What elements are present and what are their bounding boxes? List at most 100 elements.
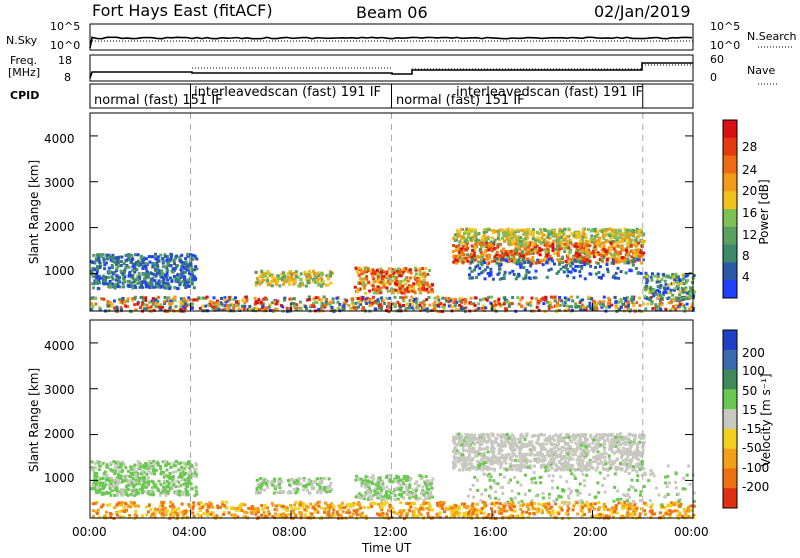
velocity-cell-ground (511, 515, 514, 518)
velocity-cell-evening (131, 472, 134, 475)
power-cell-evening (117, 256, 120, 259)
velocity-cell-evening (93, 472, 96, 475)
power-cell-ground (304, 305, 307, 308)
power-cell-ground (118, 298, 121, 301)
power-cell-afternoon (546, 229, 549, 232)
power-cell-ground (256, 301, 259, 304)
velocity-cell-evening (192, 474, 195, 477)
velocity-cell-ground (439, 512, 442, 515)
power-cell-noon (372, 285, 375, 288)
power-cell-mid (513, 273, 516, 276)
nsky-line (90, 37, 692, 48)
power-cell-ground (372, 296, 375, 299)
power-cell-afternoon (486, 228, 489, 231)
velocity-cell-ground (231, 506, 234, 509)
power-colorbar-swatch (723, 209, 737, 227)
power-cell-afternoon (532, 237, 535, 240)
velocity-cell-evening (174, 470, 177, 473)
power-cell-afternoon (605, 239, 608, 242)
power-cell-ground (497, 298, 500, 301)
velocity-cell-ground (261, 508, 264, 511)
power-cell-ground (388, 297, 391, 300)
velocity-cell-evening (97, 486, 100, 489)
cpid-segment-2: interleavedscan (fast) 191 IF (194, 85, 381, 100)
power-cell-ground (482, 298, 485, 301)
velocity-cell-noon (378, 476, 381, 479)
velocity-cell-morning (274, 487, 277, 490)
velocity-cell-ground (527, 503, 530, 506)
velocity-cell-ground (513, 505, 516, 508)
power-cell-ground (477, 307, 480, 310)
velocity-cell-evening (150, 472, 153, 475)
power-cell-mid (477, 273, 480, 276)
velocity-cell-morning (319, 487, 322, 490)
power-cell-evening (151, 283, 154, 286)
velocity-cell-morning (275, 485, 278, 488)
power-cell-afternoon (566, 240, 569, 243)
velocity-cell-ground (631, 513, 634, 516)
velocity-cell-noon (412, 493, 415, 496)
power-cell-afternoon (619, 259, 622, 262)
velocity-cell-ground (245, 511, 248, 514)
power-cell-evening (138, 275, 141, 278)
power-cell-evening (166, 269, 169, 272)
power-cell-ground (311, 304, 314, 307)
velocity-cell-ground (536, 510, 539, 513)
velocity-cell-ground (613, 510, 616, 513)
velocity-cell-ground (324, 502, 327, 505)
power-cell-noon (418, 277, 421, 280)
velocity-cell-evening (106, 463, 109, 466)
power-cell-ground (124, 305, 127, 308)
velocity-cell-evening (109, 494, 112, 497)
power-cell-evening (108, 286, 111, 289)
power-cell-afternoon (452, 261, 455, 264)
velocity-cell-morning (287, 491, 290, 494)
power-cell-noon (373, 291, 376, 294)
power-cell-mid (586, 262, 589, 265)
power-cell-noon (419, 290, 422, 293)
power-cell-morning (297, 284, 300, 287)
power-cell-mid (503, 277, 506, 280)
power-cell-evening (97, 287, 100, 290)
power-colorbar-swatch (723, 173, 737, 191)
power-cell-evening (91, 261, 94, 264)
velocity-cell-noon (381, 480, 384, 483)
power-cell-afternoon (632, 229, 635, 232)
velocity-cell-noon (395, 487, 398, 490)
power-cell-afternoon (561, 256, 564, 259)
velocity-cell-evening (184, 478, 187, 481)
power-cell-ground (579, 305, 582, 308)
power-cell-afternoon (618, 255, 621, 258)
nsky-left-tick-bottom: 10^0 (50, 39, 80, 52)
velocity-cell-noon (425, 475, 428, 478)
power-cell-afternoon (461, 258, 464, 261)
velocity-cell-ground (493, 510, 496, 513)
power-cell-mid (578, 270, 581, 273)
power-cell-afternoon (610, 242, 613, 245)
power-cell-afternoon (575, 243, 578, 246)
power-cell-mid (617, 267, 620, 270)
velocity-cell-evening (168, 472, 171, 475)
velocity-cell-evening (156, 461, 159, 464)
power-cell-afternoon (497, 245, 500, 248)
power-cell-ground (544, 296, 547, 299)
velocity-cell-noon (425, 484, 428, 487)
power-cell-ground (415, 301, 418, 304)
power-cell-ground (102, 298, 105, 301)
velocity-cell-ground (672, 502, 675, 505)
velocity-cell-evening (153, 472, 156, 475)
nsky-left-tick-top: 10^5 (50, 20, 80, 33)
power-cell-ground (516, 296, 519, 299)
power-cell-afternoon (576, 236, 579, 239)
velocity-cell-evening (127, 484, 130, 487)
power-cell-evening (184, 257, 187, 260)
velocity-cell-ground (627, 514, 630, 517)
power-cell-late (650, 276, 653, 279)
power-cell-ground (426, 307, 429, 310)
velocity-cell-evening (193, 468, 196, 471)
nave-line (192, 65, 693, 69)
power-cell-noon (392, 275, 395, 278)
power-cell-afternoon (581, 229, 584, 232)
power-cell-ground (557, 304, 560, 307)
power-cell-ground (243, 307, 246, 310)
